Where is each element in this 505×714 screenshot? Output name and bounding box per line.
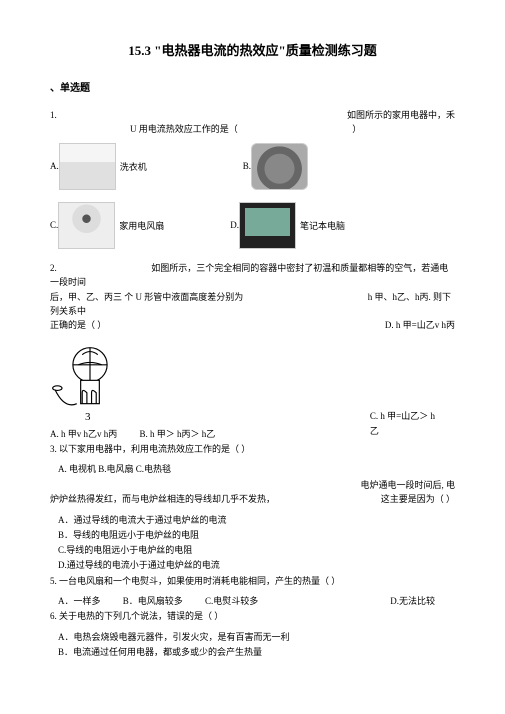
q1-stem-left: U 用电流热效应工作的是（	[130, 124, 238, 134]
q5-d: D.无法比较	[390, 594, 435, 609]
q2-opt-d-top: D. h 甲=山乙v h丙	[385, 318, 455, 332]
q2-options: C. h 甲=山乙＞ h 乙 A. h 甲v h乙v h丙 B. h 甲＞ h丙…	[50, 427, 455, 442]
q1-opt-b: B.	[243, 143, 312, 190]
q4-stem-right: 电炉通电一段时间后, 电	[360, 478, 455, 492]
q4: 电炉通电一段时间后, 电 炉炉丝热得发红，而与电炉丝相连的导线却几乎不发热， 这…	[50, 478, 455, 507]
fan-icon	[58, 202, 115, 249]
q1-num: 1.	[50, 110, 57, 120]
q1-opt-c-label: 家用电风扇	[119, 219, 164, 232]
q3-num: 3.	[50, 444, 57, 454]
q5: 5. 一台电风扇和一个电熨斗，如果使用时消耗电能相同，产生的热量（ ）	[50, 574, 455, 588]
cooker-icon	[251, 143, 308, 190]
q5-num: 5.	[50, 576, 57, 586]
q6-a: A．电热会烧毁电器元器件，引发火灾，是有百害而无一利	[50, 630, 455, 645]
q1-options-row1: A. 洗衣机 B.	[50, 143, 455, 194]
q4-d: D.通过导线的电流小于通过电炉丝的电流	[50, 558, 455, 573]
q4-c: C.导线的电阻远小于电炉丝的电阻	[50, 543, 455, 558]
q3-opts: A. 电视机 B.电风扇 C.电热毯	[50, 462, 455, 477]
q4-b: B．导线的电阻远小于电炉丝的电阻	[50, 528, 455, 543]
laptop-icon	[239, 202, 296, 249]
q4-stem1: 炉炉丝热得发红，而与电炉丝相连的导线却几乎不发热，	[50, 494, 275, 504]
q1-opt-a-label: 洗衣机	[120, 160, 147, 173]
q5-a: A．一样多	[58, 594, 101, 609]
q4-a: A．通过导线的电流大于通过电炉丝的电流	[50, 513, 455, 528]
q5-c: C.电熨斗较多	[205, 594, 258, 609]
q2-opt-b: B. h 甲＞ h丙＞ h乙	[140, 427, 216, 442]
q2-num: 2.	[50, 263, 57, 273]
q1-opt-d-label: 笔记本电脑	[300, 219, 345, 232]
q1-options-row2: C. 家用电风扇 D. 笔记本电脑	[50, 202, 455, 253]
q1: 1. 如图所示的家用电器中，禾 U 用电流热效应工作的是（ ）	[50, 108, 455, 137]
q1-stem-right: 如图所示的家用电器中，禾	[347, 108, 455, 122]
section-label: 、单选题	[50, 79, 455, 94]
q6-stem: 关于电热的下列几个说法，错误的是（ ）	[59, 611, 223, 621]
q6: 6. 关于电热的下列几个说法，错误的是（ ）	[50, 609, 455, 623]
q2-stem1: 如图所示，三个完全相同的容器中密封了初温和质量都相等的空气，若通电一段时间	[50, 263, 448, 287]
q1-close: ）	[352, 124, 361, 134]
q5-b: B．电风扇较多	[123, 594, 183, 609]
q3: 3. 以下家用电器中，利用电流热效应工作的是（ ）	[50, 442, 455, 456]
washer-icon	[59, 143, 116, 190]
q1-opt-c: C. 家用电风扇	[50, 202, 164, 249]
q2-stem4: 正确的是（ ）	[50, 320, 106, 330]
q6-b: B．电流通过任何用电器，都或多或少的会产生热量	[50, 645, 455, 660]
q2: 2. 如图所示，三个完全相同的容器中密封了初温和质量都相等的空气，若通电一段时间…	[50, 261, 455, 333]
page-title: 15.3 "电热器电流的热效应"质量检测练习题	[50, 40, 455, 59]
q2-stem2: 后，甲、乙、丙三 个 U 形管中液面高度差分别为	[50, 292, 243, 302]
q4-stem-right2: 这主要是因为（ ）	[381, 492, 455, 506]
q2-diagram	[50, 343, 130, 413]
q6-num: 6.	[50, 611, 57, 621]
q5-stem: 一台电风扇和一个电熨斗，如果使用时消耗电能相同，产生的热量（ ）	[59, 576, 340, 586]
q2-opt-a: A. h 甲v h乙v h丙	[50, 427, 117, 442]
q3-stem: 以下家用电器中，利用电流热效应工作的是（ ）	[59, 444, 250, 454]
q2-opt-c2: 乙	[370, 424, 379, 439]
q1-opt-d: D. 笔记本电脑	[230, 202, 345, 249]
q2-opt-c: C. h 甲=山乙＞ h	[370, 409, 435, 424]
q1-opt-a: A. 洗衣机	[50, 143, 147, 190]
q5-options: A．一样多 B．电风扇较多 C.电熨斗较多 D.无法比较	[50, 594, 455, 609]
